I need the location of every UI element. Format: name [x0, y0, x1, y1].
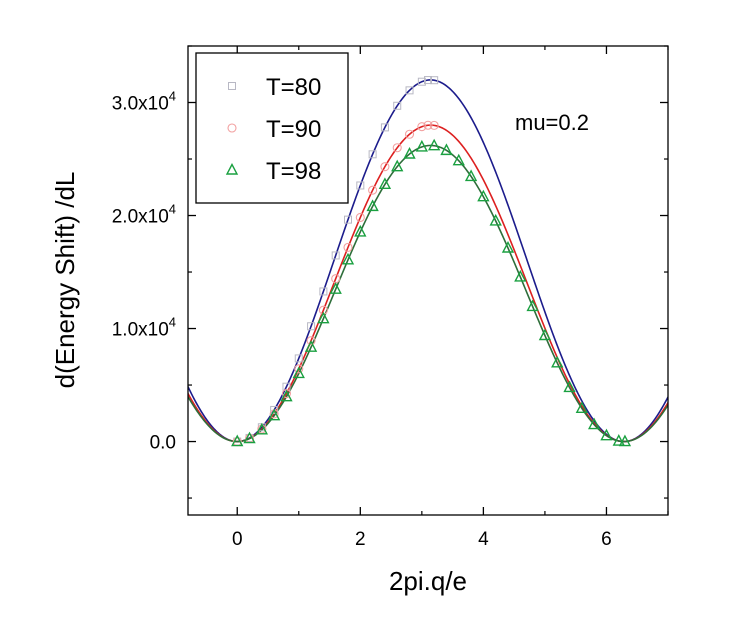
y-tick-label: 3.0x104 [112, 89, 176, 115]
data-point [329, 282, 342, 294]
data-point [380, 123, 389, 132]
data-point [341, 252, 355, 265]
legend-marker [228, 82, 236, 90]
y-tick-label: 1.0x104 [112, 315, 176, 341]
data-point [415, 139, 429, 152]
y-tick-base: 1.0x10 [112, 320, 169, 341]
data-point [452, 153, 465, 166]
series-line [188, 124, 668, 443]
data-point [423, 120, 433, 130]
data-point [417, 77, 426, 86]
legend-label: T=90 [266, 116, 321, 143]
data-point [575, 401, 589, 414]
data-point [294, 354, 303, 363]
data-point [255, 422, 269, 435]
data-point [368, 185, 378, 195]
legend-label: T=80 [266, 74, 321, 101]
data-point [563, 380, 576, 393]
data-point [356, 181, 365, 190]
data-point [366, 199, 379, 212]
data-point [404, 129, 415, 139]
data-point [587, 417, 601, 430]
data-point [281, 389, 292, 399]
data-point [319, 287, 328, 296]
y-tick-base: 2.0x10 [112, 207, 169, 228]
x-tick-label: 2 [355, 529, 366, 550]
data-point [489, 213, 502, 226]
data-point [429, 120, 439, 130]
data-point [417, 122, 427, 132]
legend-marker [225, 162, 239, 175]
data-point [292, 366, 305, 379]
data-point [343, 242, 353, 252]
y-tick-exponent: 4 [169, 202, 176, 217]
data-point [355, 212, 365, 223]
data-point [526, 299, 539, 312]
data-point [403, 147, 416, 159]
data-point [427, 138, 441, 151]
y-tick-label: 0.0 [150, 433, 176, 454]
y-tick-base: 3.0x10 [112, 94, 169, 115]
annotation-mu: mu=0.2 [515, 110, 589, 135]
x-axis-label: 2pi.q/e [389, 566, 467, 596]
x-tick-label: 6 [601, 529, 612, 550]
legend-label: T=98 [266, 158, 321, 185]
y-tick-label: 2.0x104 [112, 202, 176, 228]
x-tick-label: 0 [232, 529, 243, 550]
data-point [612, 434, 625, 446]
legend-box [195, 52, 349, 204]
data-point [440, 143, 453, 156]
data-point [430, 76, 439, 85]
data-point [392, 143, 402, 153]
data-point [514, 269, 527, 282]
data-point [267, 408, 281, 421]
data-point [538, 328, 552, 341]
y-tick-base: 0.0 [150, 433, 176, 454]
y-tick-exponent: 4 [169, 89, 176, 104]
data-point [464, 169, 478, 182]
data-point [280, 389, 293, 402]
data-point [243, 431, 256, 444]
series-line [188, 79, 668, 443]
data-point [231, 434, 244, 447]
y-axis-label: d(Energy Shift) /dL [50, 172, 80, 389]
legend: T=80 T=90 T=98 [195, 52, 349, 204]
data-point [368, 150, 377, 159]
data-point [317, 311, 330, 324]
data-point [354, 224, 367, 237]
data-point [306, 336, 316, 346]
data-point [618, 434, 632, 447]
data-point [551, 355, 564, 368]
data-point [477, 189, 490, 202]
data-point [331, 251, 340, 260]
data-point [378, 177, 392, 190]
data-point [393, 101, 402, 110]
series-line [188, 144, 668, 443]
data-point [405, 86, 414, 95]
data-point [304, 340, 318, 352]
data-point [380, 162, 390, 172]
y-tick-exponent: 4 [169, 315, 176, 330]
data-point [600, 428, 613, 441]
data-point [391, 159, 404, 172]
data-point [307, 322, 316, 331]
data-point [270, 405, 279, 414]
x-tick-label: 4 [478, 529, 489, 550]
data-point [344, 215, 352, 224]
plot-frame [187, 45, 669, 516]
data-point [501, 240, 515, 253]
legend-marker [227, 123, 237, 133]
data-point [294, 364, 304, 374]
data-point [424, 76, 432, 85]
